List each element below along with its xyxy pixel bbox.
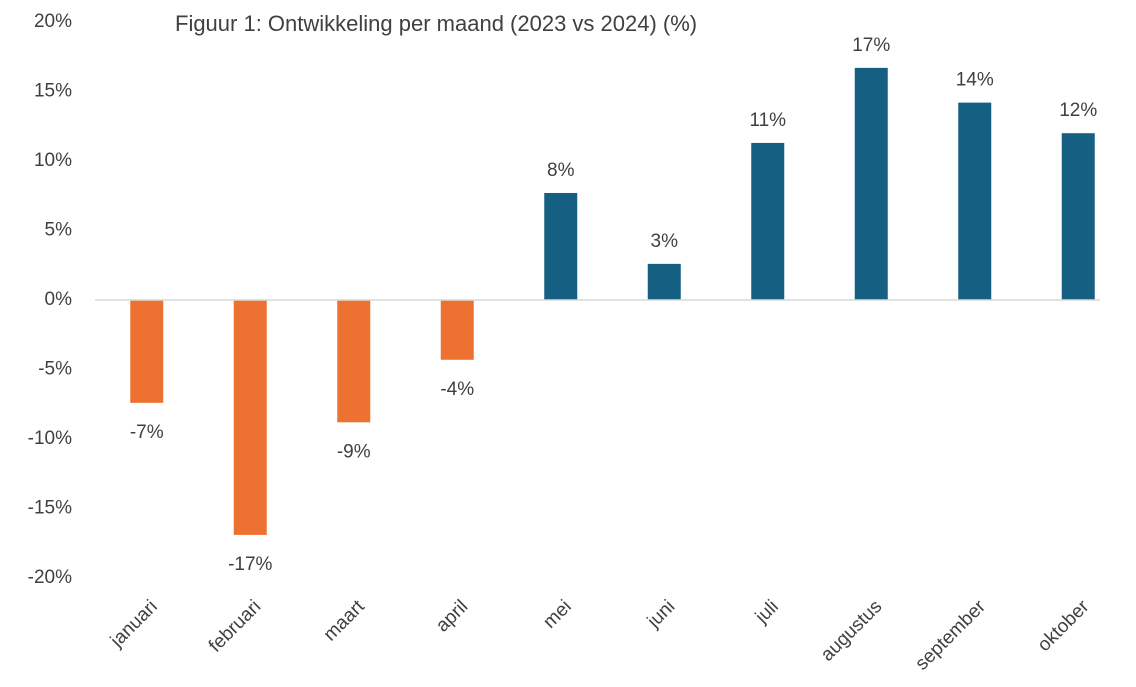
x-tick-label: april (432, 596, 472, 636)
chart-title: Figuur 1: Ontwikkeling per maand (2023 v… (175, 11, 697, 36)
bar (544, 192, 578, 300)
bar (854, 67, 888, 301)
y-tick-label: -10% (28, 428, 72, 449)
data-label: -9% (337, 441, 371, 462)
x-tick-label: juni (643, 596, 679, 632)
y-tick-label: -5% (38, 359, 72, 380)
bar (233, 300, 267, 535)
bar (958, 102, 992, 301)
y-tick-label: 10% (34, 150, 72, 171)
x-tick-label: februari (205, 596, 265, 656)
data-label: 17% (852, 35, 890, 56)
bar (130, 300, 164, 403)
y-tick-label: 5% (45, 220, 73, 241)
data-label: 3% (651, 231, 679, 252)
x-tick-label: augustus (817, 596, 886, 665)
bar (647, 263, 681, 300)
data-label: 11% (749, 110, 786, 131)
bar (1061, 133, 1095, 300)
bar (337, 300, 371, 423)
y-tick-label: -15% (28, 498, 72, 519)
data-label: 12% (1059, 100, 1097, 121)
bar (440, 300, 474, 360)
x-tick-label: juli (751, 596, 783, 628)
data-label: -4% (440, 379, 474, 400)
data-label: 14% (956, 70, 994, 91)
x-tick-label: mei (539, 596, 576, 633)
y-tick-label: 20% (34, 11, 72, 32)
bar (751, 142, 785, 300)
x-tick-label: september (911, 596, 990, 675)
data-label: 8% (547, 160, 575, 181)
y-tick-label: 15% (34, 81, 72, 102)
data-label: -7% (130, 422, 164, 443)
x-tick-label: januari (106, 596, 162, 652)
data-label: -17% (228, 554, 272, 575)
y-tick-label: 0% (45, 289, 73, 310)
x-tick-label: maart (320, 596, 370, 646)
x-tick-label: oktober (1034, 596, 1094, 656)
y-tick-label: -20% (28, 567, 72, 588)
